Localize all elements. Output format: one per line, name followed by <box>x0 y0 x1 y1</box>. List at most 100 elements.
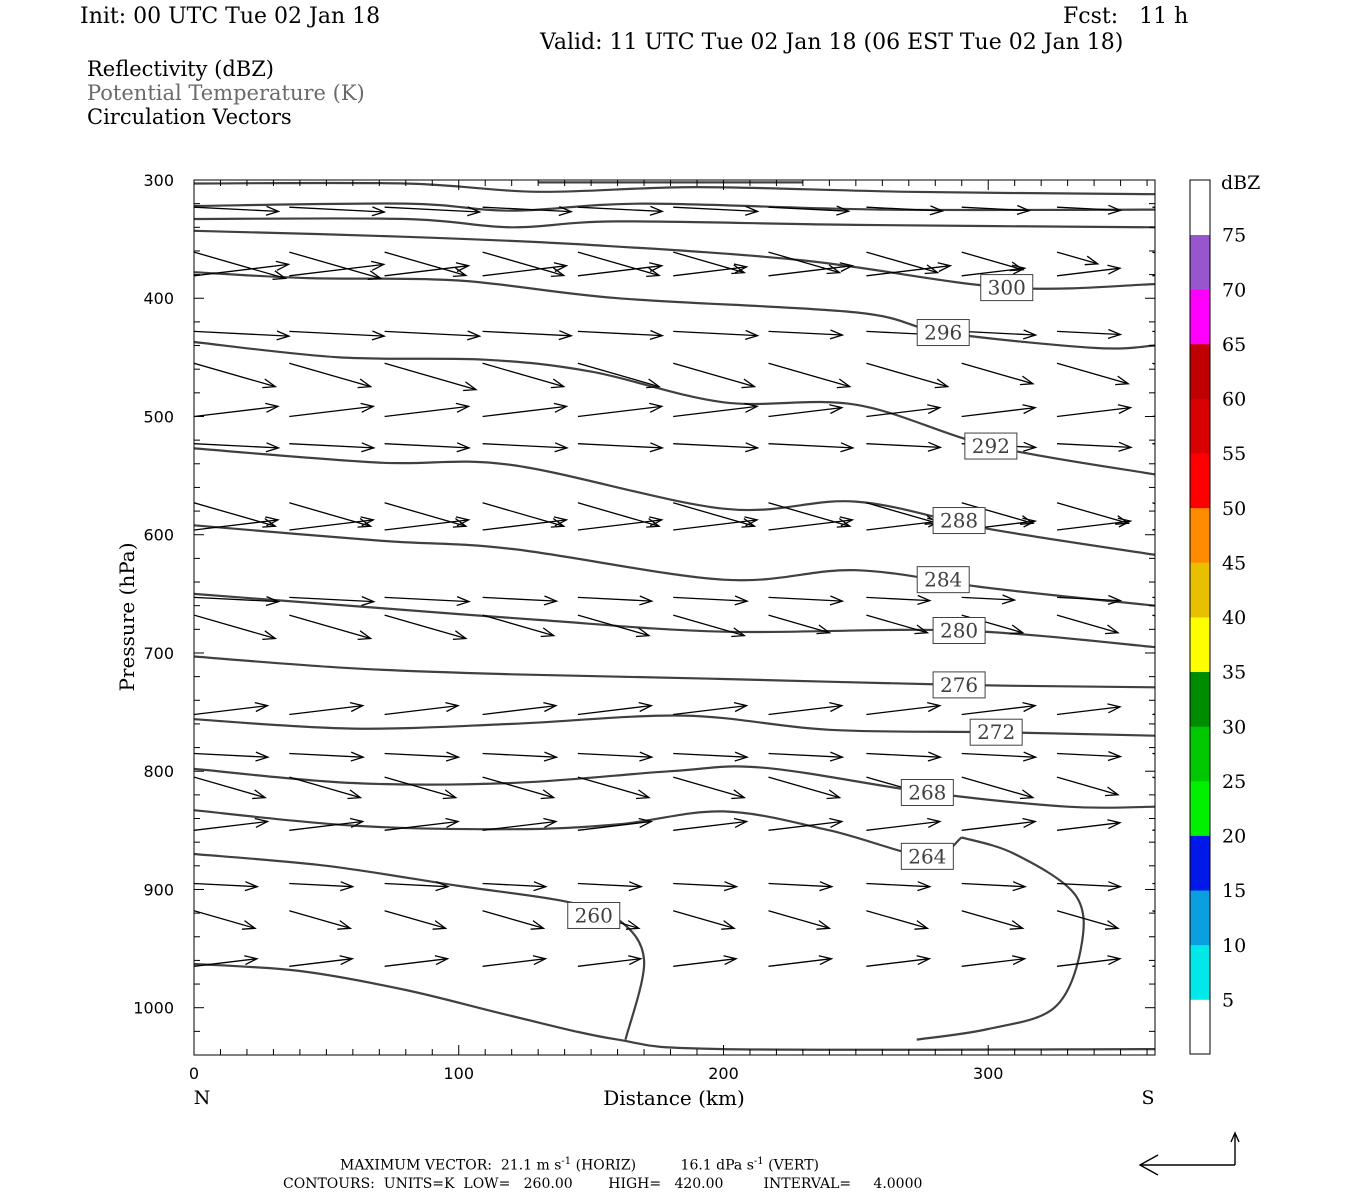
circulation-vector <box>577 362 661 389</box>
colorbar-label: 25 <box>1222 771 1246 793</box>
vector-head <box>1022 517 1038 528</box>
colorbar-bin <box>1190 890 1210 946</box>
isentrope-280-6 <box>194 592 1155 649</box>
vector-shaft <box>577 752 652 758</box>
vector-head <box>467 206 482 217</box>
vector-head <box>639 595 654 606</box>
circulation-vector <box>194 442 281 453</box>
vector-shaft <box>384 519 469 531</box>
x-tick-label: 100 <box>443 1064 474 1083</box>
vector-head <box>1023 329 1038 340</box>
circulation-vector <box>577 516 664 531</box>
vector-shaft <box>289 443 374 449</box>
unit-exponent: -1 <box>561 1156 572 1167</box>
circulation-vector <box>384 251 468 278</box>
vector-shaft <box>1056 776 1119 796</box>
vector-shaft <box>384 206 480 213</box>
vector-head <box>442 789 458 800</box>
circulation-vector <box>866 614 930 635</box>
circulation-vector <box>194 205 281 216</box>
vector-head <box>649 205 665 216</box>
init-time: Init: 00 UTC Tue 02 Jan 18 <box>80 4 381 29</box>
vector-head <box>1115 515 1131 525</box>
vector-head <box>553 516 569 527</box>
vector-shaft <box>194 206 279 213</box>
vector-head <box>1115 375 1131 386</box>
vector-head <box>934 378 950 389</box>
circulation-vector <box>768 881 834 892</box>
vector-shaft <box>577 362 660 388</box>
vector-shaft <box>768 251 840 274</box>
vector-head <box>723 881 739 892</box>
contour-label-box <box>916 566 970 594</box>
contour-label: 268 <box>908 781 946 805</box>
colorbar-label: 35 <box>1222 662 1246 684</box>
vector-shaft <box>289 614 371 640</box>
vector-head <box>554 442 569 453</box>
vector-head <box>649 402 664 413</box>
vector-shaft <box>866 406 940 418</box>
contour-label: 264 <box>908 844 946 868</box>
circulation-vector <box>768 329 845 340</box>
vector-shaft <box>866 704 940 716</box>
vector-head <box>445 817 460 828</box>
contour-label-box <box>964 432 1018 460</box>
vector-shaft <box>1056 822 1121 831</box>
vector-head <box>337 920 353 930</box>
vector-shaft <box>482 958 546 967</box>
vector-shaft <box>194 519 279 531</box>
vector-shaft <box>289 519 374 531</box>
vector-shaft <box>673 362 755 388</box>
vector-shaft <box>673 443 758 449</box>
vector-head <box>1118 441 1133 452</box>
circulation-vector <box>194 614 278 641</box>
vector-head <box>467 330 482 341</box>
vector-head <box>553 402 569 413</box>
isentrope-276-5 <box>194 655 1155 689</box>
circulation-vector <box>1056 750 1123 762</box>
vector-head <box>1084 255 1100 266</box>
vector-shaft <box>194 910 256 929</box>
y-tick-label: 300 <box>143 171 174 190</box>
circulation-vector <box>482 881 548 892</box>
vector-head <box>649 442 665 453</box>
vector-head <box>829 404 844 415</box>
vector-head <box>1107 328 1123 340</box>
contour-label: 300 <box>988 276 1026 300</box>
circulation-vector <box>384 910 448 930</box>
colorbar-label: 15 <box>1222 880 1246 902</box>
vector-shaft <box>289 206 385 213</box>
vector-head <box>744 516 759 527</box>
vector-shaft <box>866 206 943 212</box>
vector-head <box>1107 703 1122 714</box>
contour-label: 284 <box>924 568 962 592</box>
circulation-vector <box>482 595 559 606</box>
circulation-vector <box>768 205 851 216</box>
circulation-vector <box>194 260 291 277</box>
circulation-vector <box>673 817 749 831</box>
circulation-vector <box>384 362 478 392</box>
vert-suffix: (VERT) <box>763 1157 819 1174</box>
colorbar-label: 5 <box>1222 989 1234 1011</box>
vector-shaft <box>384 910 446 929</box>
circulation-vector <box>577 955 643 967</box>
circulation-vector <box>1056 594 1123 606</box>
vector-shaft <box>961 752 1036 758</box>
isentrope-unlabeled-13 <box>194 202 1155 212</box>
vector-head <box>927 404 942 415</box>
circulation-vector <box>866 955 932 967</box>
circulation-vector <box>577 442 665 453</box>
vector-shaft <box>577 958 641 967</box>
vector-shaft <box>1056 267 1121 277</box>
vector-shaft <box>194 251 286 280</box>
y-tick-label: 800 <box>143 762 174 781</box>
circulation-vector <box>194 502 278 528</box>
max-vector-vert: 16.1 dPa s <box>680 1157 754 1174</box>
vector-shaft <box>577 776 650 799</box>
circulation-vector <box>673 329 760 341</box>
vector-head <box>836 205 851 216</box>
circulation-vector <box>577 502 661 528</box>
vector-shaft <box>673 704 747 716</box>
circulation-vector <box>482 516 569 531</box>
vector-shaft <box>768 502 850 527</box>
